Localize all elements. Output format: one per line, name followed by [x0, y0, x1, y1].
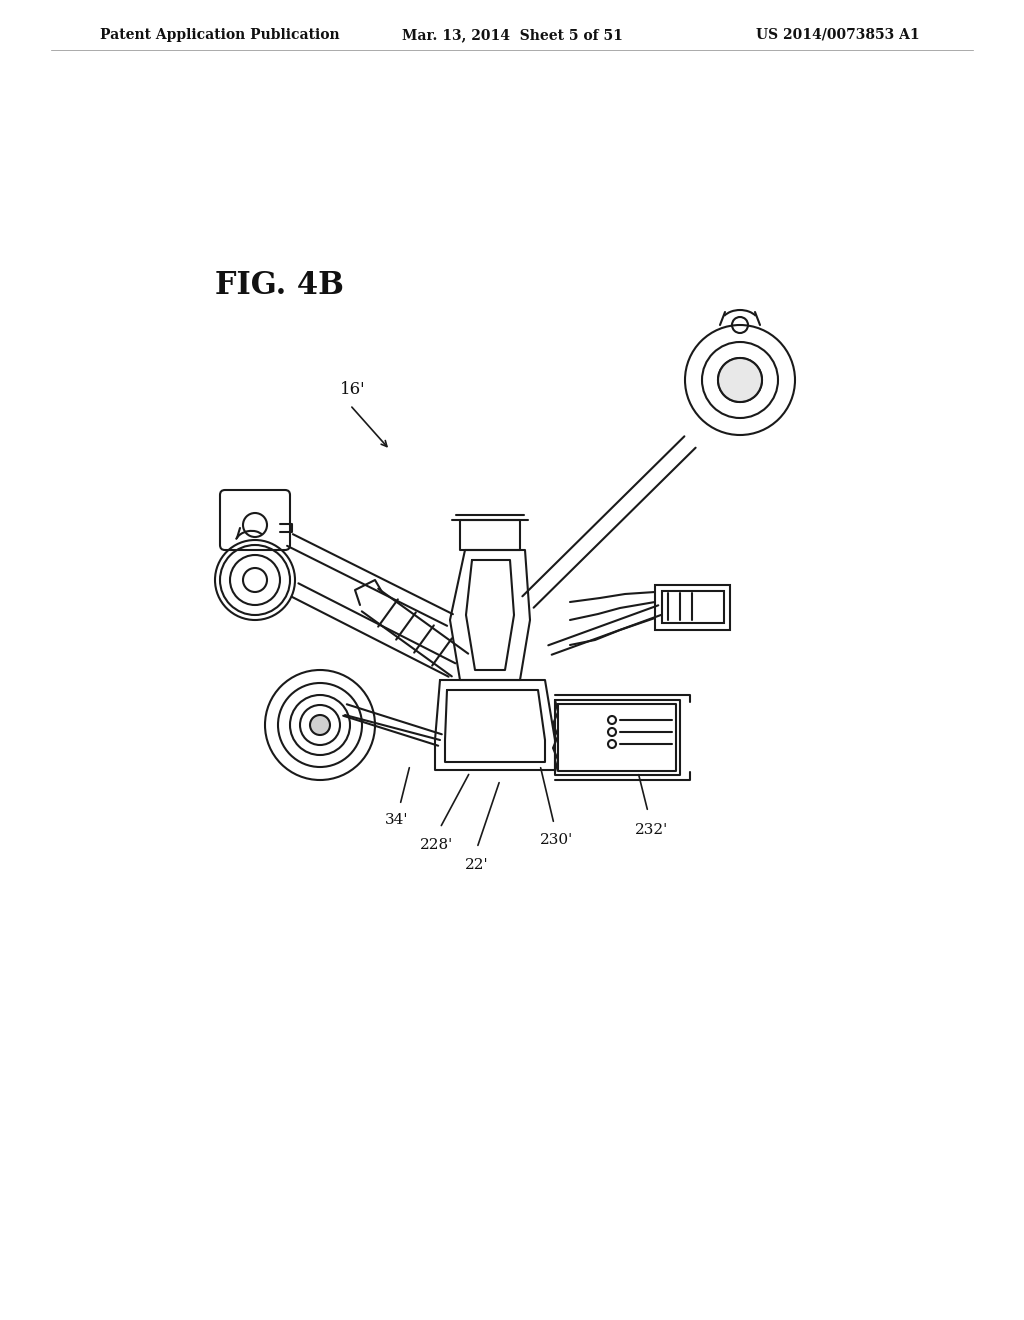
Text: 34': 34'	[385, 813, 409, 828]
Text: 22': 22'	[465, 858, 488, 873]
Circle shape	[310, 715, 330, 735]
Text: Patent Application Publication: Patent Application Publication	[100, 28, 340, 42]
Text: US 2014/0073853 A1: US 2014/0073853 A1	[757, 28, 920, 42]
Text: 232': 232'	[635, 822, 669, 837]
Text: 228': 228'	[420, 838, 454, 851]
Text: 230': 230'	[540, 833, 573, 847]
Text: 16': 16'	[340, 381, 366, 399]
Text: Mar. 13, 2014  Sheet 5 of 51: Mar. 13, 2014 Sheet 5 of 51	[401, 28, 623, 42]
Circle shape	[718, 358, 762, 403]
Bar	[655, 585, 730, 630]
Text: FIG. 4B: FIG. 4B	[215, 269, 344, 301]
Bar	[662, 591, 724, 623]
